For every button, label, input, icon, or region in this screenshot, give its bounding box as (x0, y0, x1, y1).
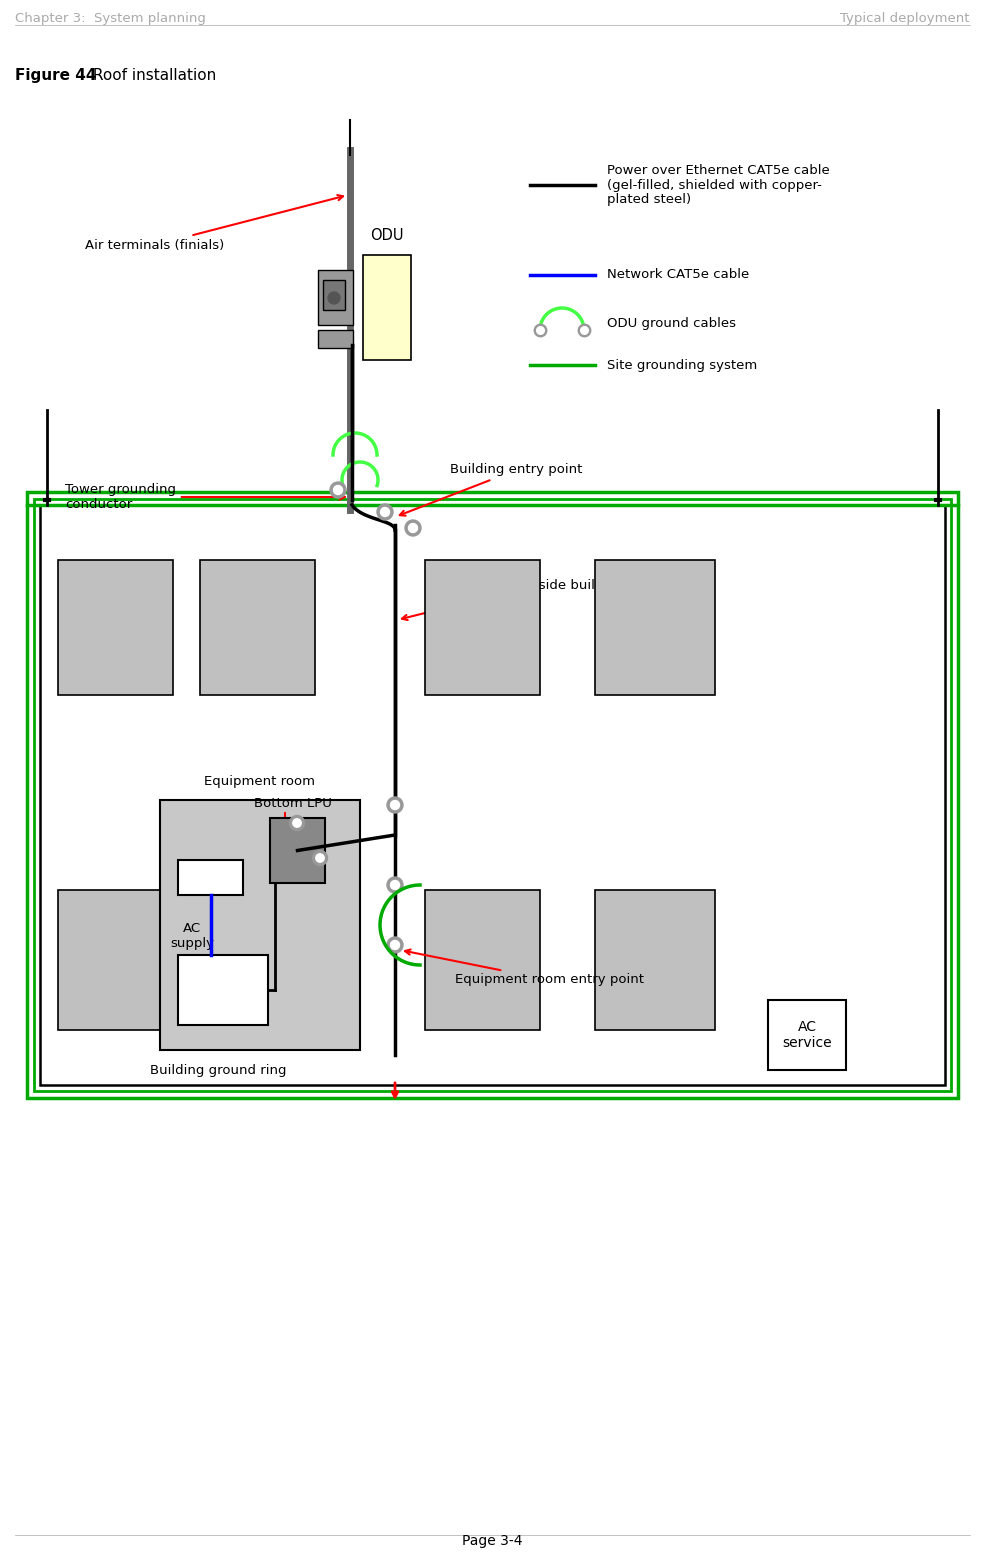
Circle shape (330, 482, 346, 498)
Bar (595, 889, 715, 1029)
Text: AC
supply: AC supply (170, 922, 214, 950)
Text: Bottom LPU: Bottom LPU (253, 798, 331, 810)
Bar (318, 330, 353, 348)
Bar (40, 505, 945, 1085)
Text: Tower grounding
conductor: Tower grounding conductor (65, 484, 345, 512)
Bar (58, 560, 173, 695)
Circle shape (387, 798, 403, 813)
Bar (270, 818, 325, 883)
Circle shape (380, 507, 389, 516)
Text: Network CAT5e cable: Network CAT5e cable (607, 269, 750, 281)
Text: Drop cable inside building: Drop cable inside building (402, 578, 624, 620)
Text: AC
service: AC service (782, 1020, 831, 1050)
Bar (178, 955, 268, 1025)
Bar (200, 560, 315, 695)
Circle shape (293, 819, 301, 827)
Bar (27, 491, 958, 1098)
Text: Building entry point: Building entry point (400, 463, 582, 516)
Bar (363, 255, 411, 361)
Bar (425, 889, 540, 1029)
Text: ODU ground cables: ODU ground cables (607, 317, 736, 330)
Bar (595, 560, 715, 695)
Circle shape (390, 880, 400, 889)
Circle shape (377, 504, 393, 519)
Bar (323, 280, 345, 309)
Text: ODU: ODU (370, 229, 404, 243)
Text: Network
equipment: Network equipment (187, 977, 259, 1005)
Text: Site grounding system: Site grounding system (607, 359, 757, 372)
Circle shape (387, 938, 403, 953)
Circle shape (312, 851, 327, 866)
Circle shape (316, 854, 324, 861)
Bar (58, 889, 173, 1029)
Bar (318, 271, 353, 325)
Bar (425, 560, 540, 695)
Bar (34, 499, 951, 1092)
Circle shape (290, 815, 304, 830)
Text: Typical deployment: Typical deployment (840, 12, 970, 25)
Bar (160, 799, 360, 1050)
Bar (768, 1000, 846, 1070)
Text: Air terminals (finials): Air terminals (finials) (85, 194, 343, 252)
Circle shape (328, 292, 340, 303)
Text: Equipment room entry point: Equipment room entry point (405, 950, 644, 986)
Text: Power over Ethernet CAT5e cable
(gel-filled, shielded with copper-
plated steel): Power over Ethernet CAT5e cable (gel-fil… (607, 163, 829, 207)
Circle shape (387, 877, 403, 893)
Text: Equipment room: Equipment room (205, 774, 315, 788)
Circle shape (334, 485, 343, 494)
Text: Building ground ring: Building ground ring (150, 1064, 287, 1078)
Circle shape (405, 519, 421, 536)
Text: Figure 44: Figure 44 (15, 68, 97, 82)
Text: PSU: PSU (195, 871, 227, 885)
Circle shape (390, 801, 400, 810)
Text: Chapter 3:  System planning: Chapter 3: System planning (15, 12, 206, 25)
Text: Roof installation: Roof installation (88, 68, 217, 82)
Circle shape (409, 524, 418, 532)
Text: Page 3-4: Page 3-4 (462, 1533, 522, 1547)
Circle shape (390, 941, 400, 950)
Bar (178, 860, 243, 896)
